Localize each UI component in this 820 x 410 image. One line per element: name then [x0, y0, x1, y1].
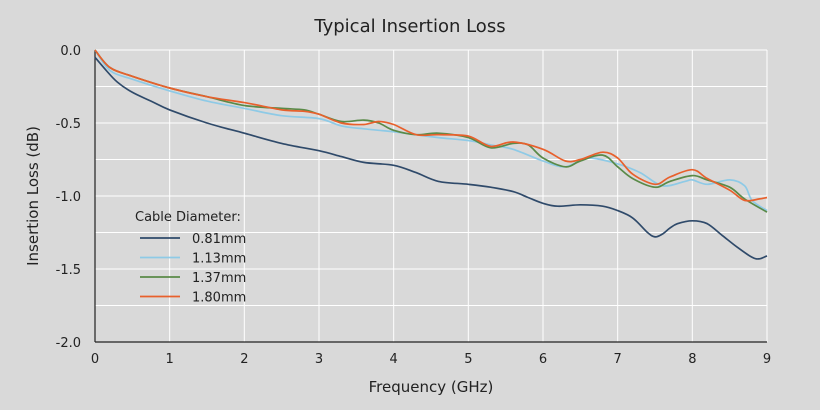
- x-axis-label: Frequency (GHz): [369, 378, 494, 396]
- legend-title: Cable Diameter:: [135, 210, 241, 225]
- legend-label: 0.81mm: [192, 232, 246, 247]
- series-line-0.81mm: [94, 56, 768, 260]
- x-tick-label: 1: [166, 352, 174, 367]
- y-axis-label: Insertion Loss (dB): [24, 126, 42, 266]
- chart-title: Typical Insertion Loss: [313, 16, 505, 37]
- x-tick-label: 8: [688, 352, 696, 367]
- legend-label: 1.37mm: [192, 271, 246, 286]
- legend-label: 1.80mm: [192, 291, 246, 306]
- x-tick-label: 5: [464, 352, 472, 367]
- legend: Cable Diameter: 0.81mm 1.13mm 1.37mm 1.80mm: [135, 210, 246, 306]
- x-tick-label: 6: [539, 352, 547, 367]
- x-tick-label: 0: [91, 352, 99, 367]
- x-tick-label: 7: [614, 352, 622, 367]
- y-tick-label: 0.0: [60, 44, 81, 59]
- legend-label: 1.13mm: [192, 252, 246, 267]
- series-layer: [94, 49, 768, 260]
- y-tick-label: -1.5: [56, 263, 81, 278]
- y-tick-label: -2.0: [56, 336, 81, 351]
- series-line-1.80mm: [94, 49, 768, 202]
- ticks-layer: 0 1 2 3 4 5 6 7 8 9 0.0 -0.5 -1.0 -1.5 -2.0: [56, 44, 772, 367]
- y-tick-label: -1.0: [56, 190, 81, 205]
- grid-layer: [94, 49, 768, 343]
- series-line-1.13mm: [94, 49, 768, 212]
- x-tick-label: 9: [763, 352, 771, 367]
- x-tick-label: 3: [315, 352, 323, 367]
- series-line-1.37mm: [94, 49, 768, 213]
- y-tick-label: -0.5: [56, 117, 81, 132]
- x-tick-label: 2: [240, 352, 248, 367]
- axes-layer: [94, 50, 767, 343]
- x-tick-label: 4: [390, 352, 398, 367]
